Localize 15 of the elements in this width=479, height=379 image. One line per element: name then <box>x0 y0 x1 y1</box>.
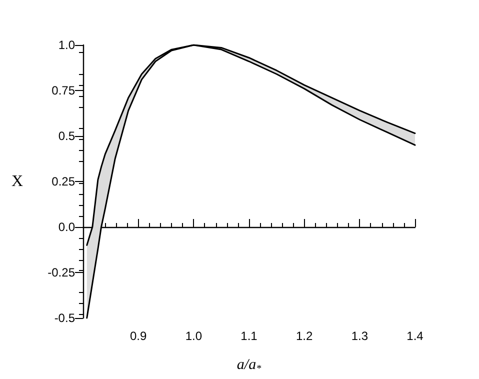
x-tick-label: 0.9 <box>130 329 147 343</box>
y-tick-label: 0.75 <box>52 84 76 98</box>
x-axis-title: a/a* <box>236 357 262 374</box>
y-tick-label: 0.0 <box>58 220 76 234</box>
x-tick-label: 1.1 <box>240 329 258 343</box>
y-tick-label: -0.25 <box>48 266 76 280</box>
x-tick-label: 1.2 <box>296 329 313 343</box>
x-tick-label: 1.4 <box>406 329 424 343</box>
y-tick-label: 0.5 <box>58 129 76 143</box>
x-tick-label: 1.0 <box>185 329 202 343</box>
x-tick-label: 1.3 <box>351 329 368 343</box>
y-tick-label: 1.0 <box>58 38 76 52</box>
y-tick-label: 0.25 <box>52 174 76 188</box>
y-axis-title: X <box>11 173 24 190</box>
y-tick-label: -0.5 <box>54 311 76 325</box>
